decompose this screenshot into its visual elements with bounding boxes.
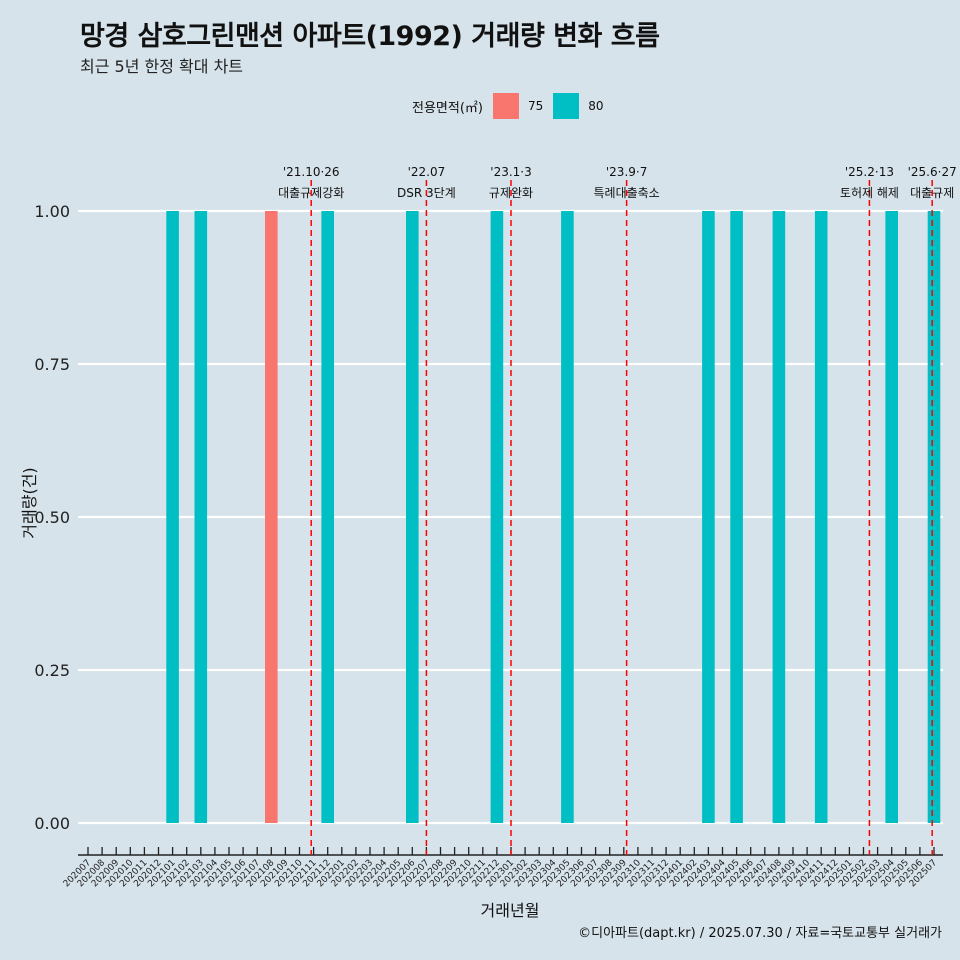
event-date-label: '23.1·3: [490, 165, 531, 179]
bar-80-202206: [406, 211, 419, 823]
event-date-label: '25.6·27: [908, 165, 957, 179]
bar-80-202507: [927, 211, 941, 823]
event-date-label: '23.9·7: [606, 165, 647, 179]
y-tick-label: 0.00: [34, 814, 70, 833]
bar-80-202405: [730, 211, 743, 823]
source-caption: ©디아파트(dapt.kr) / 2025.07.30 / 자료=국토교통부 실…: [578, 926, 942, 941]
bar-80-202408: [772, 211, 786, 823]
event-text-label: 특례대출축소: [593, 186, 659, 200]
y-tick-label: 0.75: [34, 355, 70, 374]
event-text-label: 대출규제: [910, 186, 954, 200]
event-text-label: 규제완화: [489, 186, 533, 200]
bar-80-202504: [885, 211, 898, 823]
bar-80-202403: [702, 211, 715, 823]
bar-75-202108: [265, 211, 278, 823]
event-text-label: 대출규제강화: [278, 186, 344, 200]
event-text-label: DSR 3단계: [397, 186, 456, 200]
bar-80-202305: [561, 211, 574, 823]
bar-80-202411: [814, 211, 828, 823]
x-axis-label: 거래년월: [480, 901, 540, 920]
bar-80-202212: [490, 211, 504, 823]
legend-key-75: [492, 93, 519, 119]
y-tick-label: 0.25: [34, 661, 70, 680]
event-text-label: 토허제 해제: [840, 186, 899, 200]
legend-key-80: [553, 93, 580, 119]
y-tick-label: 1.00: [34, 202, 70, 221]
bar-80-202101: [166, 211, 179, 823]
y-tick-label: 0.50: [34, 508, 70, 527]
event-date-label: '22.07: [408, 165, 446, 179]
legend-title: 전용면적(㎡): [412, 100, 483, 116]
legend-label-80: 80: [588, 99, 604, 113]
legend: 전용면적(㎡) 75 80: [412, 93, 604, 119]
chart-subtitle: 최근 5년 한정 확대 차트: [80, 57, 244, 76]
legend-label-75: 75: [527, 99, 544, 113]
bar-80-202112: [321, 211, 334, 823]
bar-80-202103: [194, 211, 208, 823]
event-date-label: '21.10·26: [283, 165, 340, 179]
event-date-label: '25.2·13: [845, 165, 894, 179]
chart-title: 망경 삼호그린맨션 아파트(1992) 거래량 변화 흐름: [80, 21, 660, 52]
y-axis-label: 거래량(건): [20, 467, 39, 539]
